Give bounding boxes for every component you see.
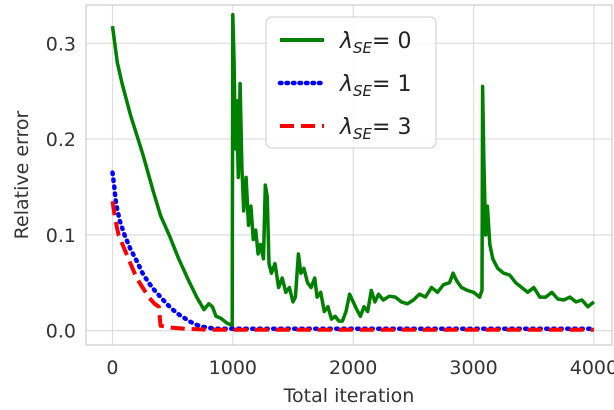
legend: λSE= 0 λSE= 1 λSE= 3: [265, 16, 437, 149]
x-tick-label: 3000: [449, 357, 497, 379]
legend-lambda-2: λ: [339, 115, 353, 140]
y-tick-label: 0.0: [46, 321, 76, 343]
legend-value-1: = 1: [372, 72, 411, 97]
legend-lambda-0: λ: [339, 29, 353, 54]
x-tick-label: 4000: [570, 357, 614, 379]
legend-subscript-0: SE: [353, 39, 373, 57]
legend-subscript-2: SE: [353, 125, 373, 143]
plot-frame: [85, 4, 613, 346]
legend-entry-2: λSE= 3: [339, 115, 411, 143]
x-tick-label: 1000: [209, 357, 257, 379]
y-tick-label: 0.2: [46, 129, 76, 151]
legend-entry-0: λSE= 0: [339, 29, 411, 57]
y-tick-label: 0.1: [46, 225, 76, 247]
x-tick-label: 2000: [329, 357, 377, 379]
series-lambda-0-line: [110, 12, 595, 328]
legend-box: [265, 16, 437, 149]
legend-value-2: = 3: [372, 115, 411, 140]
legend-lambda-1: λ: [339, 72, 353, 97]
y-tick-label: 0.3: [46, 33, 76, 55]
y-axis-label: Relative error: [11, 110, 33, 239]
series-lines: [110, 12, 597, 332]
legend-subscript-1: SE: [353, 82, 373, 100]
x-axis-label: Total iteration: [283, 385, 415, 407]
tick-labels: 0 1000 2000 3000 4000 0.0 0.1 0.2 0.3: [46, 33, 614, 379]
legend-value-0: = 0: [372, 29, 411, 54]
legend-entry-1: λSE= 1: [339, 72, 411, 100]
x-tick-label: 0: [106, 357, 118, 379]
series-lambda-3-line: [110, 201, 594, 332]
